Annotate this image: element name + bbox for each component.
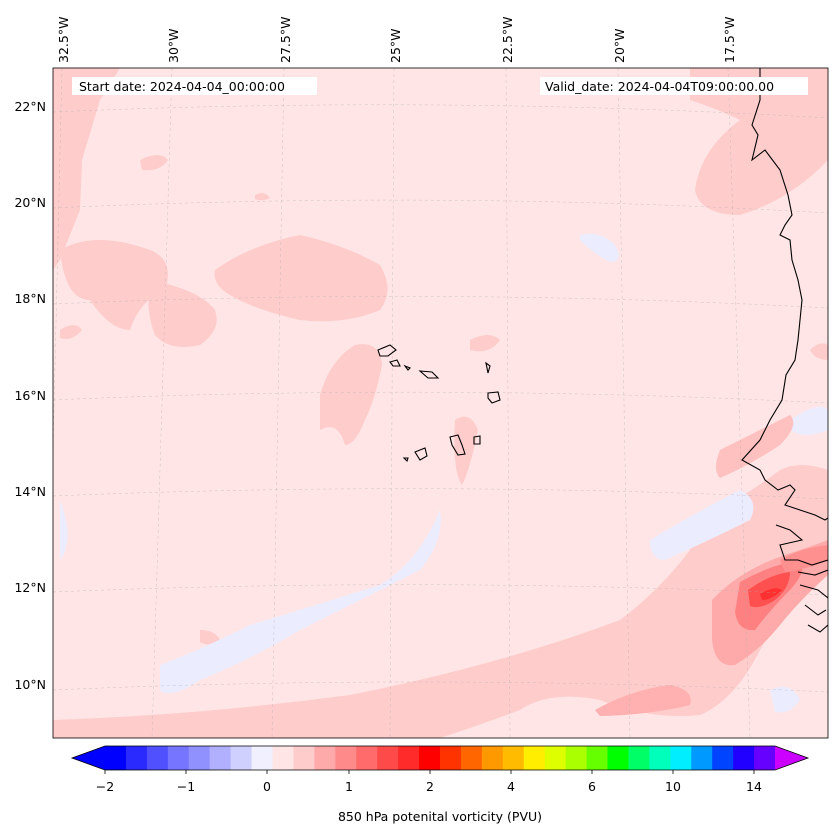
colorbar-swatch [502, 746, 525, 770]
lon-label: 25°W [388, 28, 403, 63]
colorbar-swatch [544, 746, 567, 770]
pv-contours-moderate [595, 415, 828, 716]
colorbar-swatch [712, 746, 734, 770]
colorbar-swatch [586, 746, 608, 770]
colorbar-swatch [440, 746, 462, 770]
lon-label: 32.5°W [56, 17, 71, 63]
colorbar-tick-label: 2 [426, 779, 434, 794]
pv-contours-negative [60, 233, 828, 713]
colorbar-swatch [460, 746, 483, 770]
colorbar-swatch [251, 746, 273, 770]
map-gridlines [53, 68, 828, 738]
colorbar-tick-label: 1 [345, 779, 353, 794]
colorbar-swatch [670, 746, 692, 770]
pv-contours-low-positive [53, 68, 828, 738]
colorbar-tick-labels: −2 −1 0 1 2 4 6 10 14 [96, 779, 762, 794]
colorbar-swatch [146, 746, 169, 770]
map-panel: Start date: 2024-04-04_00:00:00 Valid_da… [53, 68, 828, 738]
lon-label: 30°W [166, 28, 181, 63]
colorbar-swatch [523, 746, 546, 770]
colorbar-swatch [167, 746, 190, 770]
colorbar-swatch [209, 746, 232, 770]
colorbar-tick-label: 10 [665, 779, 681, 794]
start-date-label: Start date: 2024-04-04_00:00:00 [79, 79, 285, 94]
colorbar-tick-label: 6 [588, 779, 596, 794]
colorbar-swatch [272, 746, 294, 770]
colorbar-swatch [398, 746, 420, 770]
colorbar-swatch [335, 746, 357, 770]
lon-label: 27.5°W [278, 17, 293, 63]
lat-label: 16°N [14, 388, 46, 403]
colorbar-swatch [481, 746, 504, 770]
colorbar-swatches [105, 746, 776, 770]
lat-label: 20°N [14, 195, 46, 210]
colorbar-swatch [649, 746, 671, 770]
lat-label: 22°N [14, 99, 46, 114]
colorbar-tick-label: −1 [177, 779, 195, 794]
colorbar-swatch [607, 746, 629, 770]
colorbar-tick-label: 0 [263, 779, 271, 794]
valid-date-box: Valid_date: 2024-04-04T09:00:00.00 [540, 77, 808, 95]
africa-coastline [741, 68, 828, 633]
lat-label: 18°N [14, 291, 46, 306]
colorbar-swatch [691, 746, 713, 770]
colorbar-swatch [230, 746, 253, 770]
colorbar-swatch [733, 746, 755, 770]
colorbar-swatch [754, 746, 776, 770]
start-date-box: Start date: 2024-04-04_00:00:00 [72, 77, 317, 95]
map-frame [52, 67, 829, 739]
lat-label: 14°N [14, 484, 46, 499]
lat-label: 12°N [14, 580, 46, 595]
colorbar-ticks [104, 770, 755, 774]
lon-label: 17.5°W [722, 17, 737, 63]
cape-verde-islands [377, 344, 501, 463]
colorbar-swatch [314, 746, 336, 770]
colorbar-under-arrow [72, 746, 105, 770]
colorbar-tick-label: 14 [746, 779, 762, 794]
colorbar-swatch [628, 746, 650, 770]
colorbar-swatch [419, 746, 441, 770]
colorbar-swatch [377, 746, 399, 770]
colorbar-swatch [565, 746, 588, 770]
colorbar-tick-label: 4 [507, 779, 515, 794]
colorbar: −2 −1 0 1 2 4 6 10 14 850 hPa potenital … [70, 745, 810, 824]
colorbar-swatch [105, 746, 127, 770]
colorbar-swatch [125, 746, 148, 770]
colorbar-over-arrow [775, 746, 808, 770]
lat-label: 10°N [14, 677, 46, 692]
latitude-labels: 22°N 20°N 18°N 16°N 14°N 12°N 10°N [14, 99, 46, 692]
colorbar-tick-label: −2 [96, 779, 114, 794]
valid-date-label: Valid_date: 2024-04-04T09:00:00.00 [545, 79, 774, 94]
lon-label: 20°W [612, 28, 627, 63]
colorbar-swatch [188, 746, 211, 770]
colorbar-swatch [293, 746, 315, 770]
colorbar-label: 850 hPa potenital vorticity (PVU) [338, 809, 542, 824]
lon-label: 22.5°W [500, 17, 515, 63]
colorbar-swatch [356, 746, 378, 770]
longitude-labels: 32.5°W 30°W 27.5°W 25°W 22.5°W 20°W 17.5… [56, 17, 737, 63]
